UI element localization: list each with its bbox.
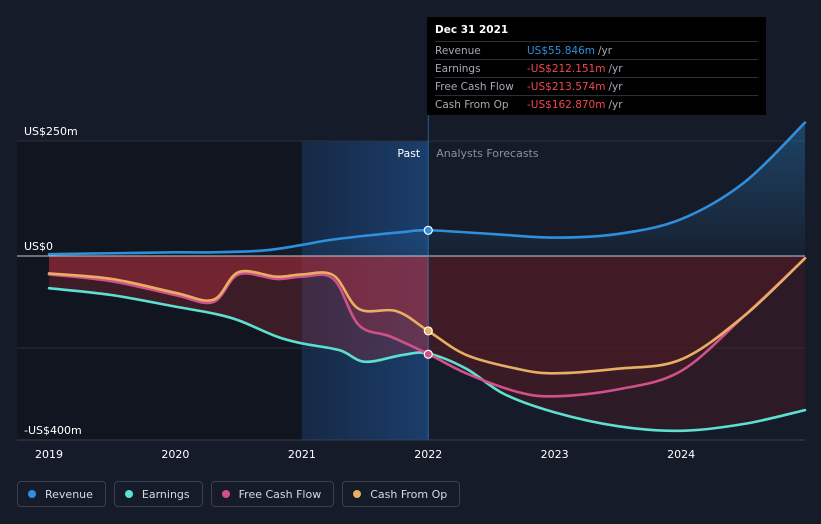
revenue-point <box>423 225 433 235</box>
y-tick-label: -US$400m <box>24 424 82 437</box>
tooltip-label: Free Cash Flow <box>435 80 514 93</box>
free-cash-flow-dot-icon <box>221 490 230 498</box>
past-year-highlight <box>301 141 429 440</box>
x-tick-label: 2022 <box>414 448 442 461</box>
tooltip-date: Dec 31 2021 <box>435 24 509 36</box>
legend-label: Earnings <box>141 487 190 501</box>
free-cash-flow-line <box>47 257 807 398</box>
tooltip-row-revenue: Revenue US$55.846m /yr <box>435 41 758 59</box>
highlight-points <box>423 225 433 359</box>
past-label: Past <box>397 147 421 160</box>
cash-from-op-area-forecast <box>428 256 805 374</box>
tooltip-row-earnings: Earnings -US$212.151m /yr <box>435 59 758 77</box>
tooltip-label: Revenue <box>435 44 481 57</box>
revenue-area <box>49 122 805 256</box>
cash-from-op-line <box>47 257 807 375</box>
legend-label: Cash From Op <box>370 487 448 501</box>
tooltip-label: Earnings <box>435 62 481 75</box>
gridlines <box>17 140 805 349</box>
legend: Revenue Earnings Free Cash Flow Cash Fro… <box>17 481 461 507</box>
x-tick-label: 2019 <box>35 448 63 461</box>
revenue-line <box>47 121 807 256</box>
x-axis-labels: 2019 2020 2021 2022 2023 2024 <box>35 448 695 461</box>
x-tick-label: 2023 <box>541 448 569 461</box>
legend-item-cash-from-op[interactable]: Cash From Op <box>342 481 461 507</box>
tooltip-value: US$55.846m <box>527 44 595 57</box>
tooltip-value: -US$212.151m <box>527 62 606 75</box>
tooltip-label: Cash From Op <box>435 98 509 111</box>
tooltip-value: -US$162.870m <box>527 98 606 111</box>
cash-from-op-point <box>423 326 433 336</box>
tooltip-unit: /yr <box>598 44 613 57</box>
y-axis-labels: US$250m US$0 -US$400m <box>24 125 82 437</box>
tooltip-value: -US$213.574m <box>527 80 606 93</box>
cash-from-op-dot-icon <box>353 490 362 498</box>
y-tick-label: US$0 <box>24 240 53 253</box>
x-tick-label: 2021 <box>288 448 316 461</box>
free-cash-flow-area-forecast <box>428 256 805 397</box>
tooltip-row-free-cash-flow: Free Cash Flow -US$213.574m /yr <box>435 77 758 95</box>
y-tick-label: US$250m <box>24 125 78 138</box>
free-cash-flow-area-past <box>49 256 429 354</box>
revenue-dot-icon <box>28 490 36 498</box>
tooltip-unit: /yr <box>608 62 623 75</box>
x-tick-label: 2020 <box>161 448 189 461</box>
tooltip: Dec 31 2021 Revenue US$55.846m /yr Earni… <box>427 17 766 115</box>
legend-label: Free Cash Flow <box>238 487 322 501</box>
earnings-dot-icon <box>124 490 133 498</box>
earnings-area-forecast <box>428 256 805 431</box>
forecast-label: Analysts Forecasts <box>436 147 539 160</box>
tooltip-unit: /yr <box>608 80 623 93</box>
x-tick-label: 2024 <box>667 448 695 461</box>
free-cash-flow-point <box>423 349 433 359</box>
legend-label: Revenue <box>45 487 93 501</box>
legend-item-revenue[interactable]: Revenue <box>17 481 106 507</box>
legend-item-free-cash-flow[interactable]: Free Cash Flow <box>210 481 335 507</box>
tooltip-unit: /yr <box>608 98 623 111</box>
legend-item-earnings[interactable]: Earnings <box>113 481 203 507</box>
earnings-line <box>47 286 807 433</box>
earnings-area-past <box>49 256 429 362</box>
tooltip-row-cash-from-op: Cash From Op -US$162.870m /yr <box>435 95 758 113</box>
series-lines <box>47 121 807 433</box>
